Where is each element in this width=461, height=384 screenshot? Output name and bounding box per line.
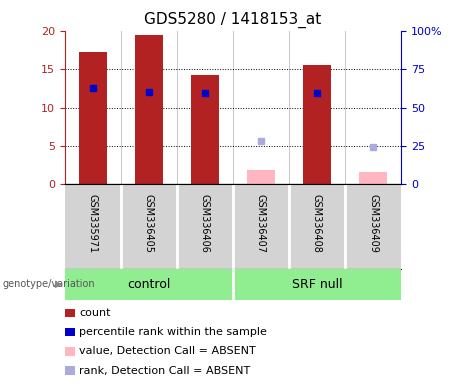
Bar	[78, 52, 106, 184]
Text: rank, Detection Call = ABSENT: rank, Detection Call = ABSENT	[79, 366, 250, 376]
Text: GSM335971: GSM335971	[88, 194, 98, 253]
Bar	[247, 170, 275, 184]
Text: value, Detection Call = ABSENT: value, Detection Call = ABSENT	[79, 346, 256, 356]
Text: genotype/variation: genotype/variation	[2, 279, 95, 289]
Text: SRF null: SRF null	[292, 278, 342, 291]
Text: GSM336405: GSM336405	[144, 194, 154, 253]
Text: count: count	[79, 308, 111, 318]
Bar	[359, 172, 387, 184]
Title: GDS5280 / 1418153_at: GDS5280 / 1418153_at	[144, 12, 321, 28]
Bar	[191, 75, 219, 184]
Text: GSM336406: GSM336406	[200, 194, 210, 253]
Text: percentile rank within the sample: percentile rank within the sample	[79, 327, 267, 337]
Bar	[303, 65, 331, 184]
Text: ▶: ▶	[55, 279, 62, 289]
Text: GSM336407: GSM336407	[256, 194, 266, 253]
Text: GSM336408: GSM336408	[312, 194, 322, 253]
Text: control: control	[127, 278, 171, 291]
Bar	[135, 35, 163, 184]
Text: GSM336409: GSM336409	[368, 194, 378, 253]
